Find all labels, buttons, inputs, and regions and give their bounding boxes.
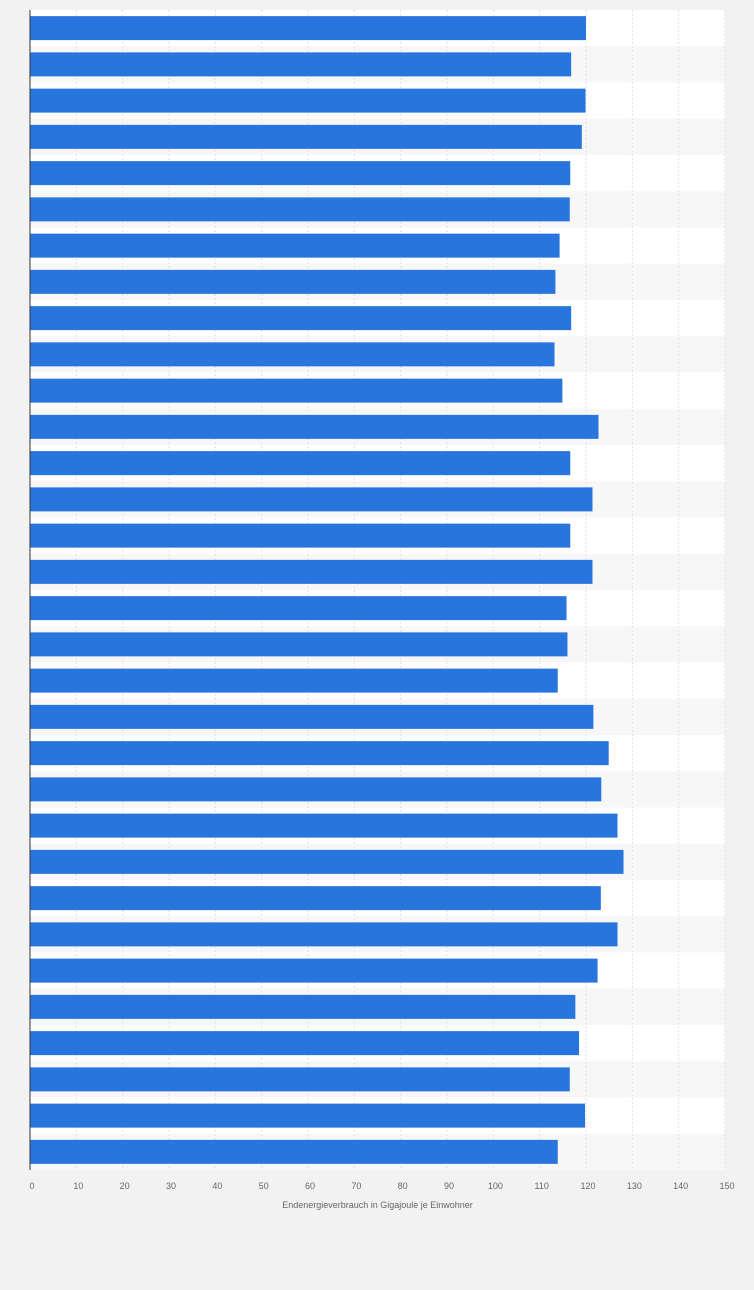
x-tick-label: 40 xyxy=(212,1181,222,1191)
x-tick-label: 0 xyxy=(29,1181,34,1191)
bar[interactable] xyxy=(30,849,624,874)
bar[interactable] xyxy=(30,378,563,403)
bar[interactable] xyxy=(30,161,571,186)
bar[interactable] xyxy=(30,632,568,657)
x-tick-label: 80 xyxy=(398,1181,408,1191)
bar[interactable] xyxy=(30,1139,558,1164)
x-axis-ticks: 0 10 20 30 40 50 60 70 80 90 100 110 120 130 140 150 xyxy=(29,1181,734,1191)
bar[interactable] xyxy=(30,994,576,1019)
x-tick-label: 50 xyxy=(259,1181,269,1191)
bar[interactable] xyxy=(30,596,567,621)
bar[interactable] xyxy=(30,124,582,149)
x-tick-label: 110 xyxy=(534,1181,548,1191)
bar[interactable] xyxy=(30,886,601,911)
bar[interactable] xyxy=(30,922,618,947)
bar[interactable] xyxy=(30,306,572,331)
bar[interactable] xyxy=(30,414,599,439)
bar[interactable] xyxy=(30,269,556,294)
x-tick-label: 120 xyxy=(580,1181,595,1191)
x-tick-label: 150 xyxy=(719,1181,734,1191)
bar[interactable] xyxy=(30,197,570,222)
x-tick-label: 60 xyxy=(305,1181,315,1191)
bar[interactable] xyxy=(30,487,593,512)
bar[interactable] xyxy=(30,958,598,983)
bar[interactable] xyxy=(30,451,571,476)
bar[interactable] xyxy=(30,1031,580,1056)
bar[interactable] xyxy=(30,1067,570,1092)
bar[interactable] xyxy=(30,668,558,693)
x-tick-label: 130 xyxy=(627,1181,642,1191)
bars xyxy=(30,16,624,1164)
x-tick-label: 90 xyxy=(444,1181,454,1191)
bar[interactable] xyxy=(30,704,594,729)
bar[interactable] xyxy=(30,16,586,41)
bar[interactable] xyxy=(30,523,571,548)
x-tick-label: 140 xyxy=(673,1181,688,1191)
x-tick-label: 20 xyxy=(120,1181,130,1191)
bar[interactable] xyxy=(30,777,602,802)
x-tick-label: 100 xyxy=(488,1181,503,1191)
x-tick-label: 10 xyxy=(73,1181,83,1191)
bar[interactable] xyxy=(30,559,593,584)
bar[interactable] xyxy=(30,741,609,766)
bar[interactable] xyxy=(30,813,618,838)
x-tick-label: 30 xyxy=(166,1181,176,1191)
bar[interactable] xyxy=(30,342,555,367)
x-axis-title: Endenergieverbrauch in Gigajoule je Einw… xyxy=(282,1200,473,1210)
x-tick-label: 70 xyxy=(351,1181,361,1191)
bar[interactable] xyxy=(30,88,586,113)
bar[interactable] xyxy=(30,1103,586,1128)
bar[interactable] xyxy=(30,52,572,77)
bar[interactable] xyxy=(30,233,560,258)
